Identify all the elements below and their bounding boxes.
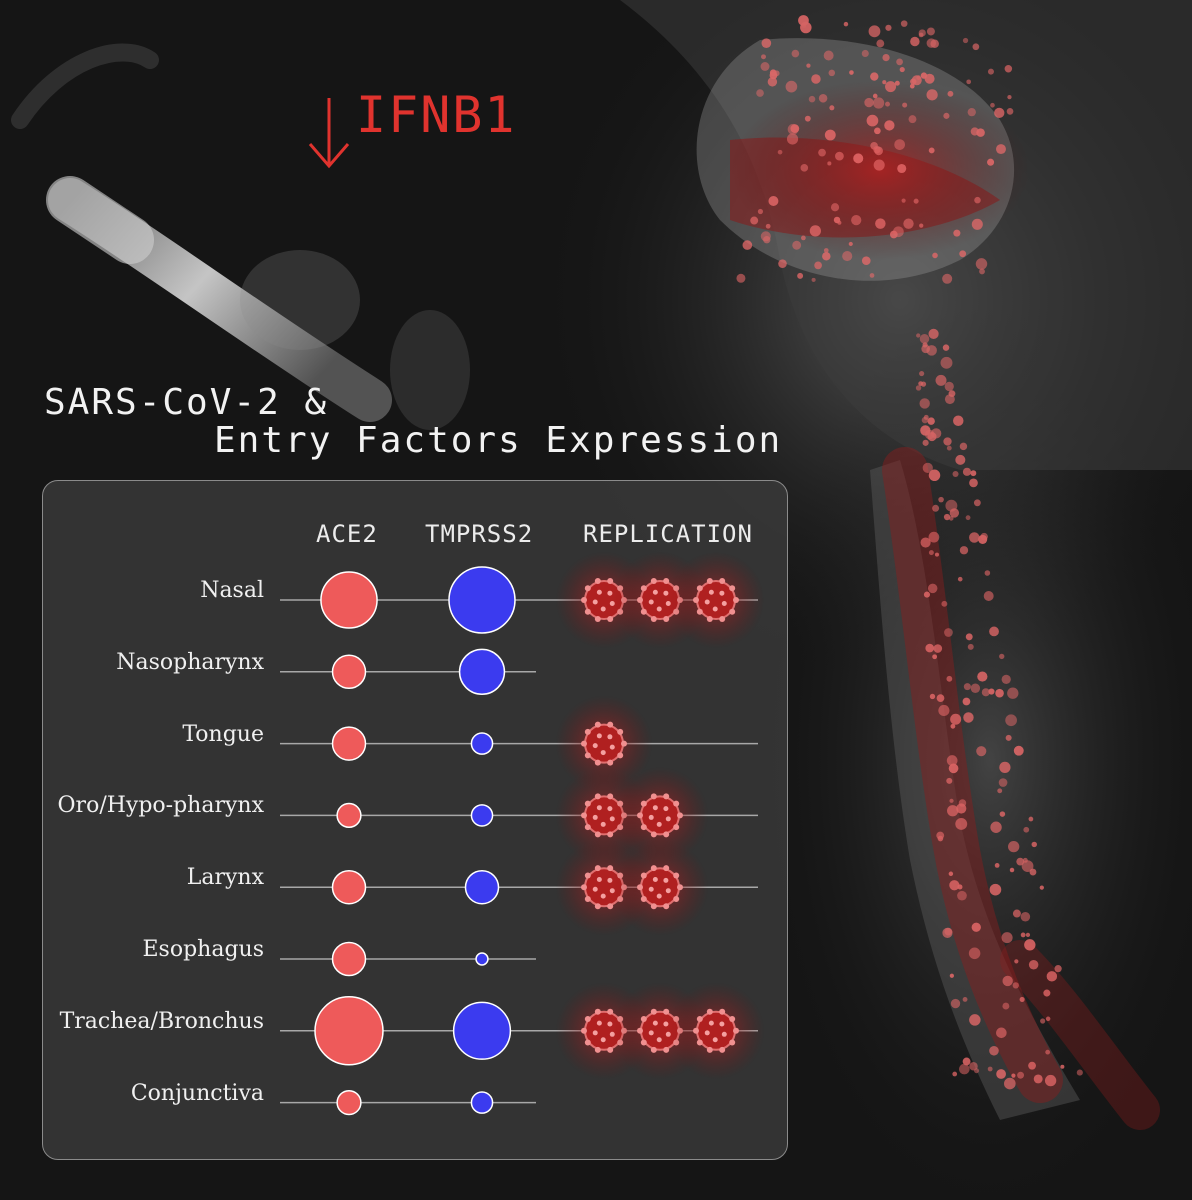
column-header-tmprss2: TMPRSS2 — [425, 520, 534, 548]
ace2-bubble — [336, 1089, 362, 1116]
tmprss2-bubble — [448, 566, 516, 634]
row-label: Nasal — [200, 578, 264, 603]
ace2-bubble — [331, 726, 367, 761]
virus-icon — [693, 1008, 739, 1053]
tmprss2-bubble — [470, 804, 494, 827]
ifnb1-label: IFNB1 — [356, 86, 517, 144]
ace2-bubble — [331, 654, 367, 690]
virus-icon — [581, 721, 627, 766]
virus-icon — [637, 865, 683, 910]
down-arrow-icon — [308, 98, 350, 169]
row-label: Trachea/Bronchus — [59, 1008, 264, 1034]
row-label: Esophagus — [142, 937, 264, 962]
row-label: Tongue — [182, 721, 264, 747]
tmprss2-bubble — [475, 952, 489, 966]
title-line-2: Entry Factors Expression — [214, 420, 783, 461]
title-line-1: SARS-CoV-2 & — [44, 382, 329, 423]
virus-icon — [693, 577, 739, 623]
ace2-bubble — [320, 571, 378, 629]
row-label: Nasopharynx — [116, 649, 264, 675]
tmprss2-bubble — [470, 732, 494, 755]
virus-icon — [637, 793, 683, 838]
row-label: Larynx — [186, 865, 264, 891]
row-label: Conjunctiva — [130, 1080, 264, 1106]
row-label: Oro/Hypo-pharynx — [57, 793, 264, 819]
ace2-bubble — [336, 802, 362, 829]
tmprss2-bubble — [452, 1001, 512, 1060]
ace2-bubble — [331, 869, 367, 905]
ace2-bubble — [331, 941, 367, 977]
tmprss2-bubble — [464, 869, 500, 905]
ace2-bubble — [314, 996, 384, 1066]
tmprss2-bubble — [458, 648, 506, 695]
tmprss2-bubble — [470, 1091, 494, 1114]
column-header-ace2: ACE2 — [316, 520, 378, 548]
column-header-replication: REPLICATION — [583, 520, 753, 548]
